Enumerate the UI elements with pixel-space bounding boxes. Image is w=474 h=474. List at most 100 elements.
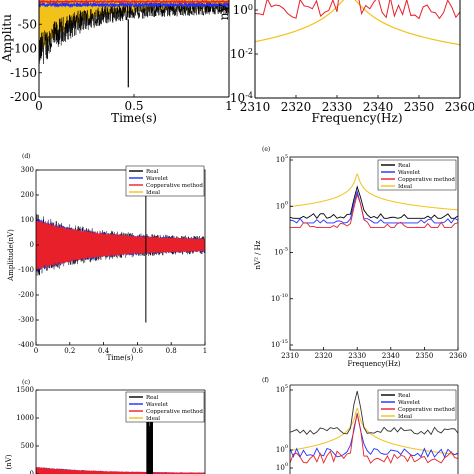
legend-entry: Copperative method — [146, 183, 203, 189]
legend-entry: Copperative method — [398, 407, 455, 413]
legend-entry: Copperative method — [146, 409, 203, 415]
panel-label: (c) — [22, 379, 30, 386]
legend-entry: Ideal — [146, 416, 160, 422]
y-axis-label: nV² / Hz — [254, 240, 262, 269]
x-tick-label: 2340 — [382, 352, 400, 360]
legend-entry: Real — [398, 393, 411, 399]
x-tick-label: 2320 — [281, 100, 312, 114]
legend-entry: Real — [146, 169, 159, 175]
x-axis-label: Time(s) — [111, 111, 157, 125]
y-tick-label: 0 — [30, 241, 34, 249]
plot-frame — [289, 156, 459, 351]
y-ticks: 1500 1000 500 0 — [16, 386, 39, 474]
series-ideal — [290, 173, 458, 211]
x-tick-label: 0.8 — [166, 347, 177, 355]
plot-frame — [35, 169, 206, 346]
legend-entry: Wavelet — [398, 400, 421, 406]
x-axis-label: Frequency(Hz) — [311, 111, 402, 125]
x-axis-label: Frequency(Hz) — [347, 360, 400, 368]
y-tick-label: 10-5 — [274, 247, 288, 257]
y-axis-label: Amplitude(nV) — [7, 229, 15, 282]
panel-label: (e) — [262, 146, 270, 153]
series-cooperative — [36, 220, 205, 271]
legend-entry: Real — [398, 163, 411, 169]
x-tick-label: 2360 — [445, 100, 474, 114]
chart-d: (d) 300 200 100 0 -100 -200 -300 -400 0 0.2 0.4 0.… — [7, 153, 207, 362]
x-tick-label: 2360 — [449, 352, 467, 360]
x-tick-label: 2340 — [363, 100, 394, 114]
series-wavelet — [39, 1, 229, 9]
series-wavelet — [290, 413, 458, 459]
legend-entry: Wavelet — [146, 402, 169, 408]
x-tick-label: 0 — [34, 347, 38, 355]
legend-entry: Real — [146, 395, 159, 401]
x-tick-label: 2320 — [315, 352, 333, 360]
y-tick-label: -50 — [18, 17, 37, 31]
x-tick-label: 2310 — [281, 352, 299, 360]
y-ticks: 300 200 100 0 -100 -200 -300 -400 — [18, 166, 39, 349]
y-tick-label: -300 — [18, 316, 34, 324]
y-tick-label: 500 — [21, 442, 34, 450]
y-axis-label: Amplitu — [0, 14, 14, 63]
y-tick-label: -150 — [10, 66, 37, 80]
chart-top-left: -50 -100 -150 -200 0 0.5 1 Time(s) Amplitu — [0, 0, 233, 125]
legend-entry: Ideal — [398, 414, 412, 420]
y-tick-label: -200 — [18, 291, 34, 299]
x-tick-label: 0.6 — [132, 347, 144, 355]
series-ideal — [39, 0, 229, 53]
x-tick-label: 0 — [35, 99, 43, 113]
x-tick-label: 2310 — [240, 100, 271, 114]
series-cooperative — [255, 0, 460, 20]
x-tick-label: 2330 — [322, 100, 353, 114]
x-tick-label: 1 — [225, 99, 233, 113]
series-ideal — [255, 0, 460, 46]
series-real — [290, 185, 458, 220]
chart-e: (e) 105 100 10-5 10-10 10-15 2310 2320 2330 234… — [254, 146, 467, 368]
y-tick-label: 1000 — [16, 414, 34, 422]
y-tick-label: 105 — [276, 154, 288, 164]
y-axis-label: nV — [217, 3, 231, 20]
y-tick-label: -100 — [18, 266, 34, 274]
series-real — [290, 390, 458, 436]
legend-entry: Ideal — [146, 190, 160, 196]
panel-label: (d) — [22, 153, 31, 160]
y-tick-label: 100 — [276, 444, 288, 454]
y-tick-label: -200 — [10, 90, 37, 104]
y-tick-label: 300 — [21, 166, 34, 174]
series-cooperative — [290, 414, 458, 465]
spike-burst — [146, 402, 153, 474]
legend-entry: Copperative method — [398, 177, 455, 183]
y-ticks: 105 100 100 — [276, 384, 293, 472]
x-tick-label: 2330 — [348, 352, 366, 360]
series-cooperative — [290, 192, 458, 229]
legend-entry: Wavelet — [398, 170, 421, 176]
series-cooperative — [39, 0, 229, 5]
panel-label: (f) — [262, 377, 269, 384]
x-ticks: 2310 2320 2330 2340 2350 2360 — [240, 95, 474, 114]
y-tick-label: -100 — [10, 42, 37, 56]
y-axis-label: (nV) — [5, 454, 13, 469]
x-ticks: 0 0.5 1 — [35, 94, 233, 113]
y-tick-label: 100 — [276, 462, 288, 472]
x-tick-label: 2350 — [404, 100, 435, 114]
y-tick-label: 200 — [21, 191, 34, 199]
legend-entry: Wavelet — [146, 176, 169, 182]
x-tick-label: 2350 — [415, 352, 433, 360]
y-tick-label: 0 — [30, 470, 34, 474]
y-tick-label: 10-2 — [230, 47, 253, 61]
y-tick-label: 100 — [21, 216, 34, 224]
y-ticks: 105 100 10-5 10-10 10-15 — [271, 154, 293, 349]
series-wavelet — [290, 189, 458, 224]
y-tick-label: 1500 — [16, 386, 34, 394]
y-tick-label: 100 — [276, 200, 288, 210]
x-ticks: 0 0.2 0.4 0.6 0.8 1 — [34, 342, 207, 355]
y-tick-label: -400 — [18, 341, 34, 349]
